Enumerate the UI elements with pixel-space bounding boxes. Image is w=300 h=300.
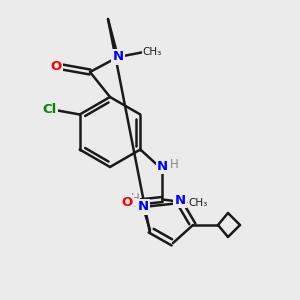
Text: Cl: Cl	[43, 103, 57, 116]
Text: H: H	[130, 193, 140, 206]
Text: N: N	[174, 194, 186, 206]
Text: O: O	[122, 196, 133, 209]
Text: H: H	[170, 158, 179, 171]
Text: O: O	[50, 61, 62, 74]
Text: CH₃: CH₃	[189, 197, 208, 208]
Text: N: N	[112, 50, 124, 64]
Text: N: N	[157, 160, 168, 173]
Text: CH₃: CH₃	[142, 47, 162, 57]
Text: N: N	[137, 200, 148, 214]
